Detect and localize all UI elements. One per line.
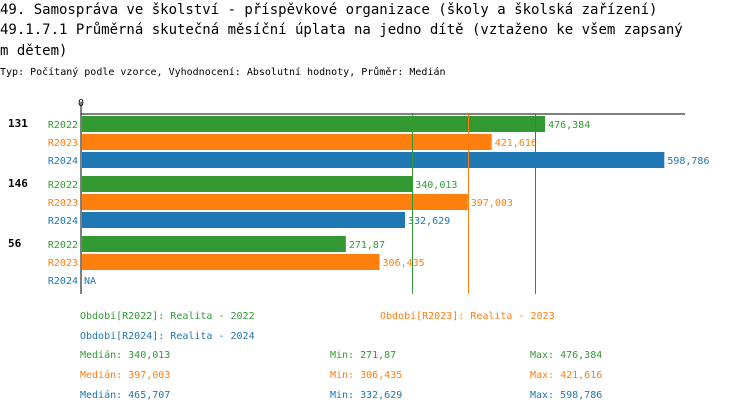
bar-146-R2024 <box>82 212 406 228</box>
series-label: R2023 <box>48 258 78 269</box>
stat-min-r2022: Min: 271,87 <box>330 350 397 361</box>
stat-min-r2023: Min: 306,435 <box>330 370 403 381</box>
legend-r2022: Období[R2022]: Realita - 2022 <box>80 311 255 322</box>
x-tick-label: 0 <box>78 98 84 109</box>
series-label: R2024 <box>48 156 78 167</box>
series-label: R2024 <box>48 276 78 287</box>
series-label: R2023 <box>48 138 78 149</box>
legend-r2023: Období[R2023]: Realita - 2023 <box>380 311 555 322</box>
bar-131-R2022 <box>82 116 546 132</box>
category-label: 56 <box>8 237 22 250</box>
data-label: 332,629 <box>408 216 450 227</box>
data-label: 421,616 <box>495 138 537 149</box>
chart-title: 49.1.7.1 Průměrná skutečná měsíční úplat… <box>0 22 683 38</box>
stat-max-r2024: Max: 598,786 <box>530 390 603 401</box>
stat-min-r2024: Min: 332,629 <box>330 390 403 401</box>
stat-median-r2022: Medián: 340,013 <box>80 350 171 361</box>
page-title: 49. Samospráva ve školství - příspěvkové… <box>0 2 658 18</box>
bar-131-R2023 <box>82 134 492 150</box>
data-label: 306,435 <box>383 258 425 269</box>
chart-subtitle: Typ: Počítaný podle vzorce, Vyhodnocení:… <box>0 67 446 78</box>
stat-max-r2022: Max: 476,384 <box>530 350 603 361</box>
bar-56-R2023 <box>82 254 380 270</box>
stat-median-r2024: Medián: 465,707 <box>80 390 171 401</box>
data-label: 340,013 <box>415 180 457 191</box>
data-label: 598,786 <box>667 156 709 167</box>
chart-title-continuation: m dětem) <box>0 43 68 59</box>
bar-chart: 0 131 R2022 476,384 R2023 421,616 R2024 598,786… <box>8 98 709 294</box>
bar-146-R2023 <box>82 194 468 210</box>
series-label: R2024 <box>48 216 78 227</box>
bar-131-R2024 <box>82 152 665 168</box>
series-label: R2022 <box>48 120 78 131</box>
series-label: R2022 <box>48 180 78 191</box>
legend-r2024: Období[R2024]: Realita - 2024 <box>80 331 255 342</box>
category-label: 131 <box>8 117 28 130</box>
data-label: 397,003 <box>471 198 513 209</box>
bar-56-R2022 <box>82 236 346 252</box>
bar-146-R2022 <box>82 176 413 192</box>
series-label: R2022 <box>48 240 78 251</box>
data-label: 476,384 <box>548 120 590 131</box>
stat-median-r2023: Medián: 397,003 <box>80 370 171 381</box>
category-label: 146 <box>8 177 28 190</box>
series-label: R2023 <box>48 198 78 209</box>
data-label: 271,87 <box>349 240 385 251</box>
stat-max-r2023: Max: 421,616 <box>530 370 603 381</box>
data-label: NA <box>84 276 96 287</box>
